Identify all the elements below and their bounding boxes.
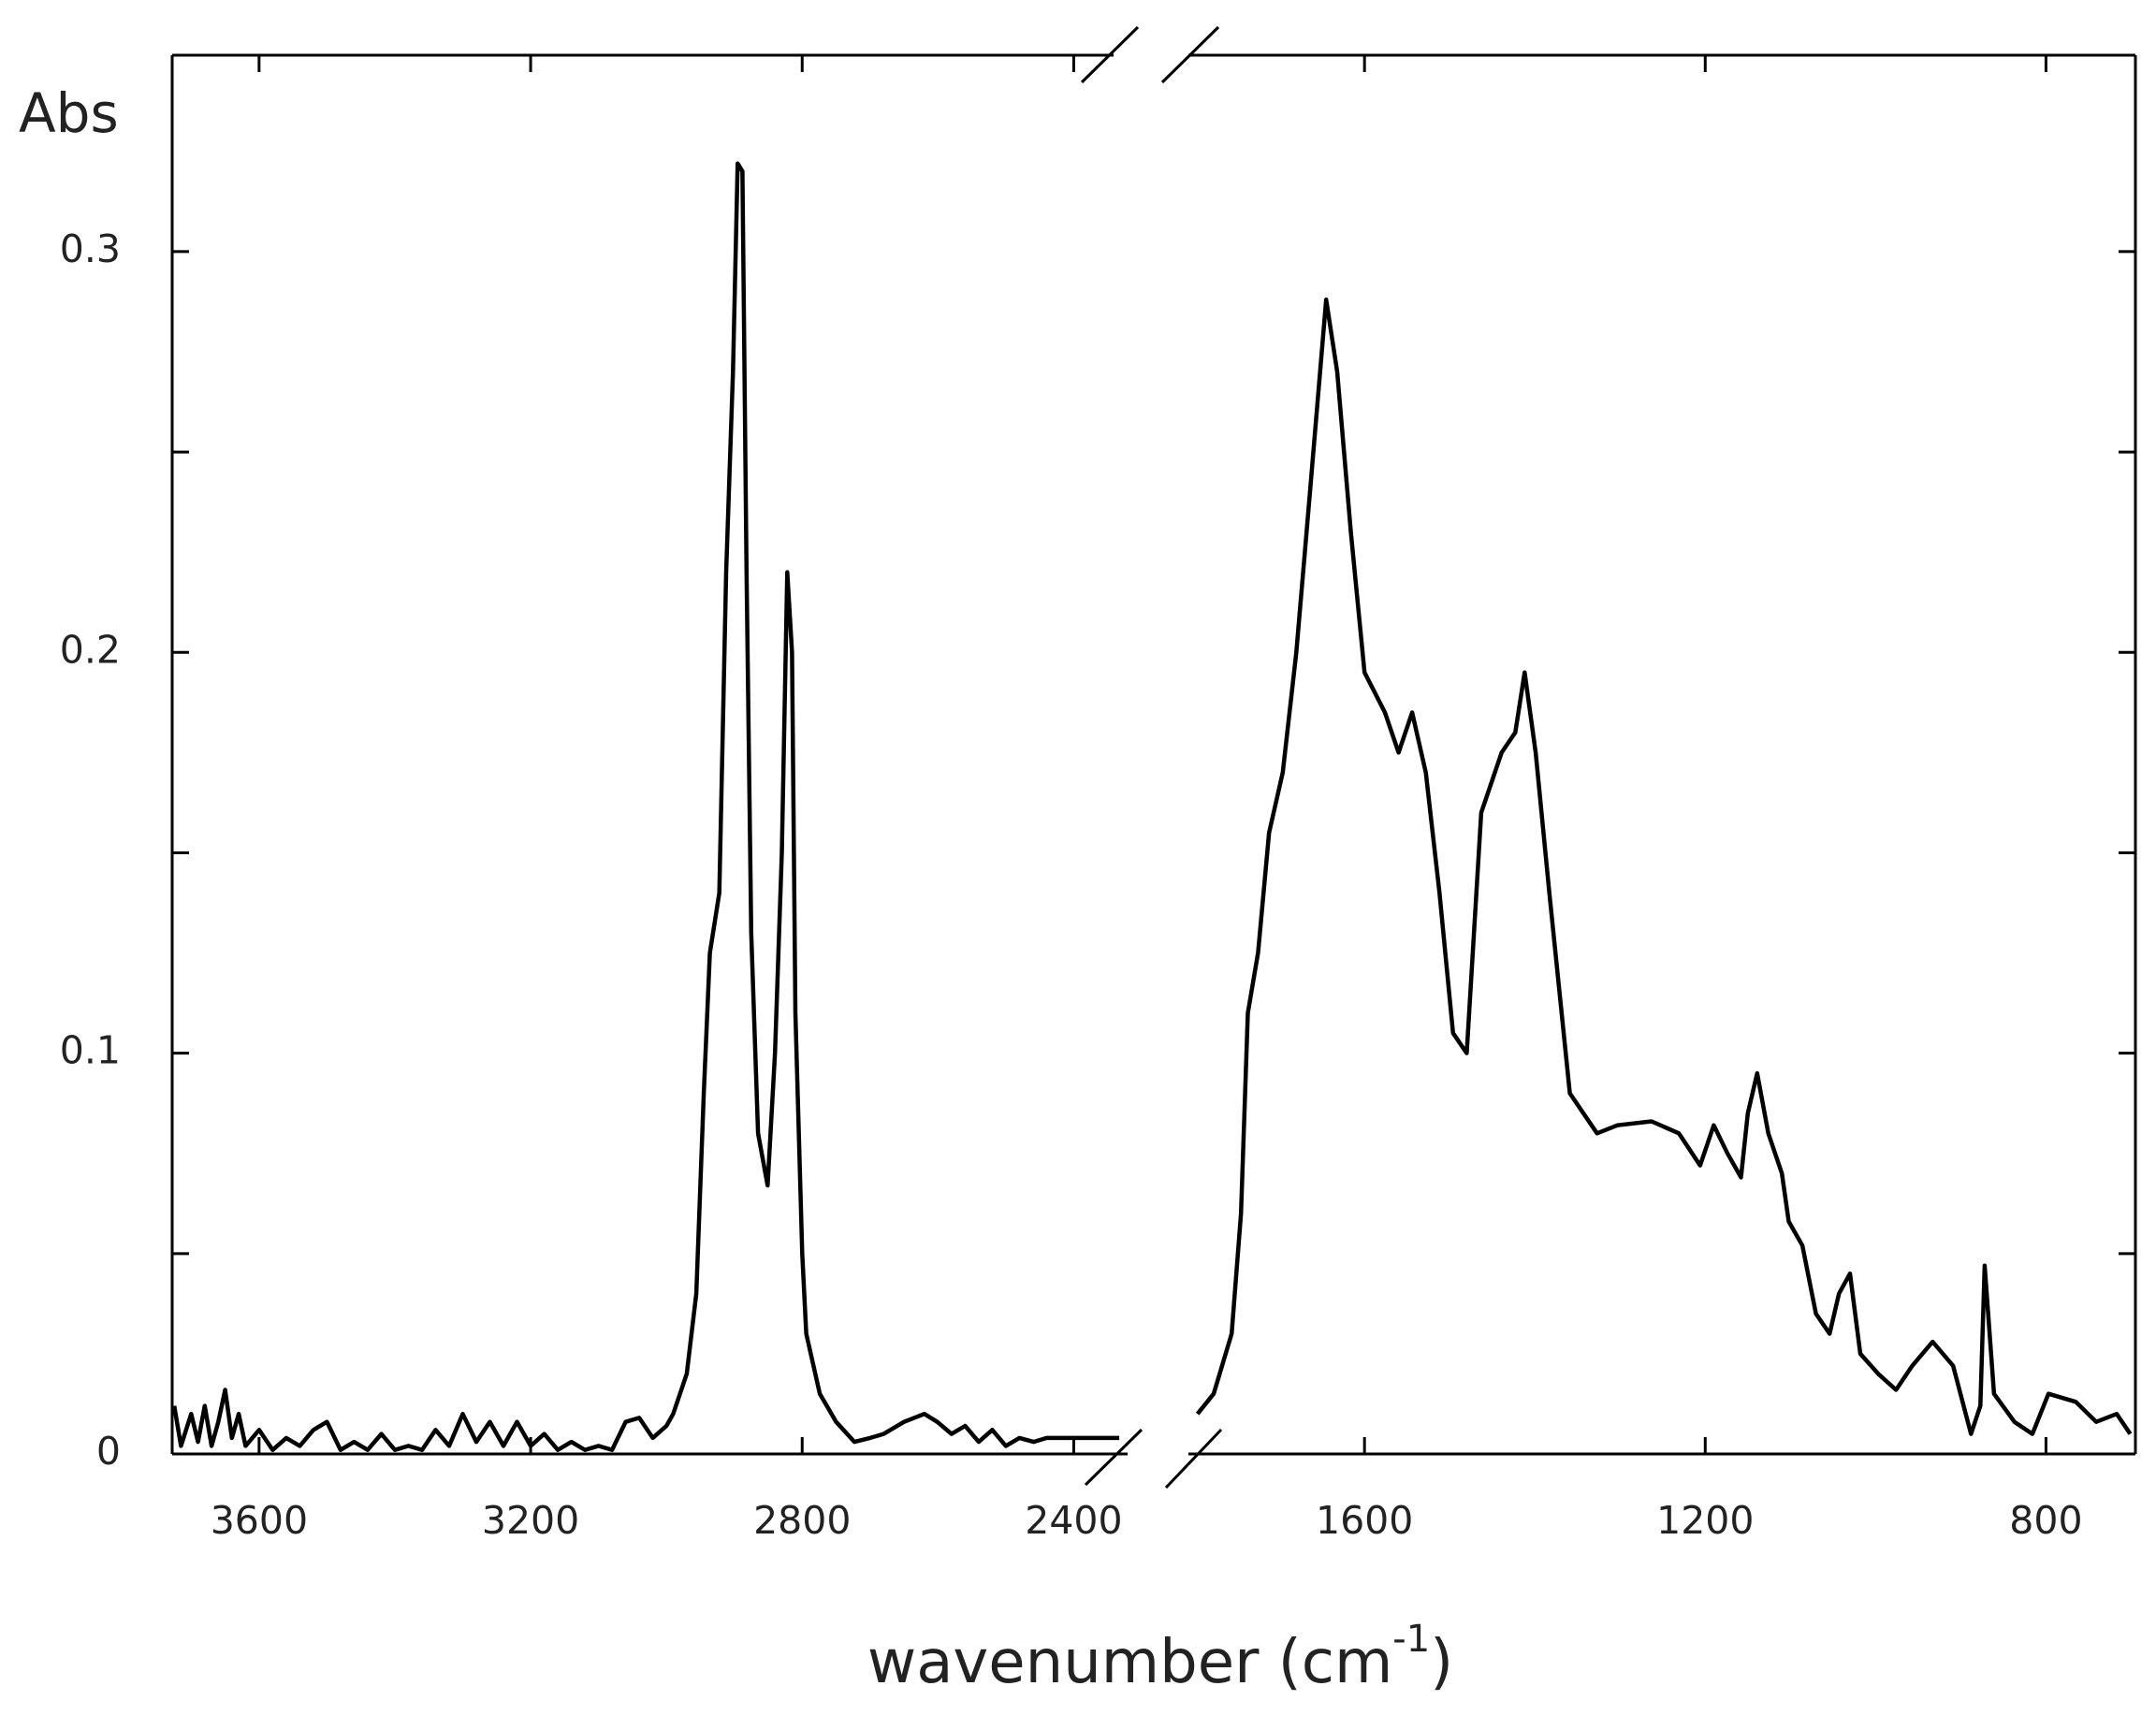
x-tick-label: 3200 bbox=[482, 1498, 579, 1543]
x-axis-label-superscript: -1 bbox=[1392, 1618, 1430, 1661]
y-tick-label: 0 bbox=[96, 1429, 121, 1474]
axis-break bbox=[1164, 1428, 1223, 1490]
x-tick-label: 2800 bbox=[753, 1498, 851, 1543]
axis-break bbox=[1084, 1428, 1144, 1487]
x-axis-label: wavenumber (cm-1) bbox=[867, 1618, 1453, 1697]
spectrum-line bbox=[1195, 298, 2133, 1436]
x-axis-label-suffix: ) bbox=[1430, 1628, 1453, 1697]
x-tick-label: 1200 bbox=[1656, 1498, 1754, 1543]
x-tick-label: 800 bbox=[2009, 1498, 2082, 1543]
x-axis-label-text: wavenumber (cm bbox=[867, 1628, 1392, 1697]
axis-break bbox=[1080, 25, 1140, 84]
y-tick-label: 0.2 bbox=[60, 627, 121, 672]
y-tick-label: 0.1 bbox=[60, 1028, 121, 1073]
x-tick-label: 2400 bbox=[1025, 1498, 1122, 1543]
y-axis-label: Abs bbox=[19, 81, 119, 145]
spectrum-line bbox=[171, 161, 1120, 1452]
x-tick-label: 3600 bbox=[211, 1498, 308, 1543]
x-tick-label: 1600 bbox=[1316, 1498, 1413, 1543]
y-tick-label: 0.3 bbox=[60, 226, 121, 271]
axes-frame bbox=[170, 25, 2137, 1490]
axis-break bbox=[1160, 25, 1220, 84]
